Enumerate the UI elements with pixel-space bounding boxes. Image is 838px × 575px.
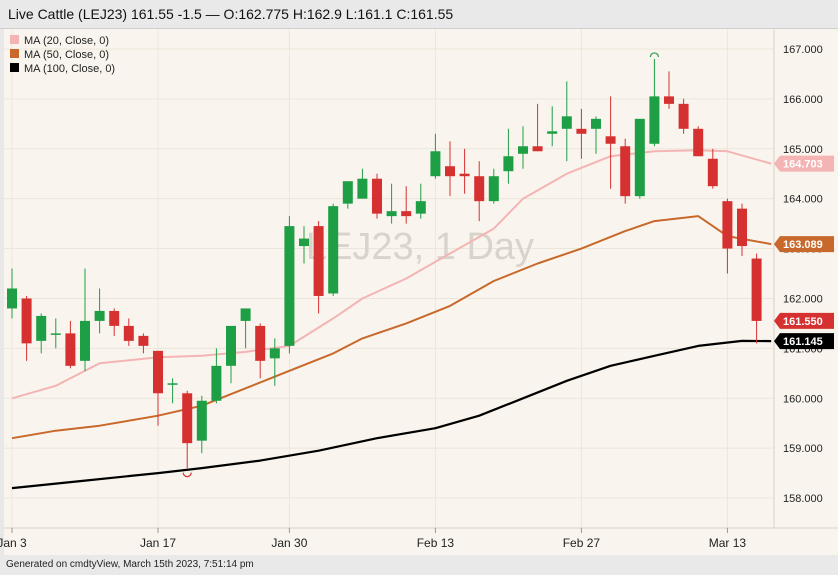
candle-body [328, 206, 339, 294]
y-tick-label: 165.000 [783, 144, 823, 156]
candlestick-chart[interactable]: LEJ23, 1 Day 158.000159.000160.000161.00… [0, 29, 838, 555]
chart-footer: Generated on cmdtyView, March 15th 2023,… [0, 555, 838, 575]
y-tick-label: 167.000 [783, 44, 823, 56]
legend-label: MA (20, Close, 0) [24, 35, 109, 47]
extreme-markers [182, 52, 659, 478]
candle-body [240, 308, 251, 321]
y-tick-label: 159.000 [783, 443, 823, 455]
price-badge-label: 161.550 [783, 316, 823, 328]
price-badge-label: 161.145 [783, 336, 823, 348]
x-tick-label: Jan 30 [271, 536, 307, 550]
generated-note: Generated on cmdtyView, March 15th 2023,… [6, 559, 254, 570]
x-tick-label: Mar 13 [709, 536, 747, 550]
candle-body [459, 173, 470, 177]
candle-body [372, 178, 382, 214]
candle-body [36, 315, 47, 341]
candle-body [21, 298, 32, 344]
y-tick-label: 162.000 [783, 293, 823, 305]
legend-swatch [10, 35, 19, 44]
candle-body [299, 238, 309, 247]
candle-body [561, 116, 572, 129]
candle-body [357, 178, 368, 199]
candle-body [532, 146, 543, 152]
price-badge [774, 236, 834, 253]
candle-body [547, 131, 558, 134]
candle-body [182, 393, 193, 444]
candle-body [518, 146, 528, 154]
y-tick-label: 166.000 [783, 94, 823, 106]
candle-body [167, 383, 178, 385]
chart-header: Live Cattle (LEJ23) 161.55 -1.5 — O:162.… [0, 0, 838, 29]
candle-body [620, 146, 631, 197]
candle-body [342, 181, 353, 204]
candle-body [153, 350, 163, 394]
candle-body [313, 226, 324, 296]
candle-body [284, 226, 295, 346]
candle-body [503, 156, 514, 172]
candle-body [474, 176, 485, 202]
candle-body [576, 128, 587, 134]
price-badge-label: 164.703 [783, 159, 823, 171]
candle-body [401, 211, 412, 217]
legend-swatch [10, 63, 19, 72]
high-marker [649, 52, 659, 58]
x-tick-label: Jan 3 [0, 536, 27, 550]
candle-body [678, 103, 689, 129]
candle-body [488, 176, 499, 202]
candle-body [255, 325, 266, 361]
low-marker [182, 472, 192, 478]
price-badge [774, 155, 834, 172]
candle-body [649, 96, 660, 144]
legend-label: MA (100, Close, 0) [24, 63, 115, 75]
price-badge [774, 333, 834, 350]
candle-body [430, 151, 441, 177]
candle-body [751, 258, 762, 321]
candle-body [123, 325, 134, 341]
price-badge [774, 312, 834, 329]
price-badges: 164.703 163.089 161.550 161.145 [774, 155, 834, 350]
candles [7, 58, 762, 469]
x-tick-label: Feb 13 [417, 536, 455, 550]
candle-body [80, 320, 90, 361]
chart-title: Live Cattle (LEJ23) 161.55 -1.5 — O:162.… [8, 6, 454, 22]
x-tick-label: Jan 17 [140, 536, 176, 550]
candle-body [707, 158, 718, 187]
candle-body [269, 348, 280, 359]
y-tick-label: 164.000 [783, 194, 823, 206]
legend-swatch [10, 49, 19, 58]
candle-body [138, 335, 149, 346]
x-axis-labels: Jan 3 Jan 17 Jan 30 Feb 13 Feb 27 Mar 13 [0, 528, 746, 550]
candle-body [226, 325, 236, 366]
plot-background [4, 29, 774, 528]
candle-body [65, 333, 76, 366]
candle-body [722, 201, 733, 249]
y-tick-label: 158.000 [783, 493, 823, 505]
chart-watermark: LEJ23, 1 Day [306, 226, 534, 268]
candle-body [50, 333, 61, 335]
y-axis-panel [774, 29, 838, 528]
candle-body [386, 211, 397, 217]
candle-body [634, 118, 645, 197]
candle-body [737, 208, 747, 247]
candle-body [7, 288, 17, 309]
x-tick-label: Feb 27 [563, 536, 601, 550]
candle-body [605, 136, 616, 144]
x-axis-panel [4, 528, 838, 555]
candle-body [591, 118, 601, 129]
price-badge-label: 163.089 [783, 239, 823, 251]
ma100-line [11, 339, 772, 490]
candle-body [445, 166, 455, 177]
y-tick-label: 160.000 [783, 393, 823, 405]
candle-body [196, 400, 207, 441]
candle-body [664, 96, 674, 104]
candle-body [94, 310, 105, 321]
candle-body [211, 365, 222, 401]
legend: MA (20, Close, 0) MA (50, Close, 0) MA (10… [10, 35, 115, 75]
candle-body [693, 128, 704, 157]
candle-body [415, 201, 426, 214]
legend-label: MA (50, Close, 0) [24, 49, 109, 61]
candle-body [109, 310, 120, 326]
